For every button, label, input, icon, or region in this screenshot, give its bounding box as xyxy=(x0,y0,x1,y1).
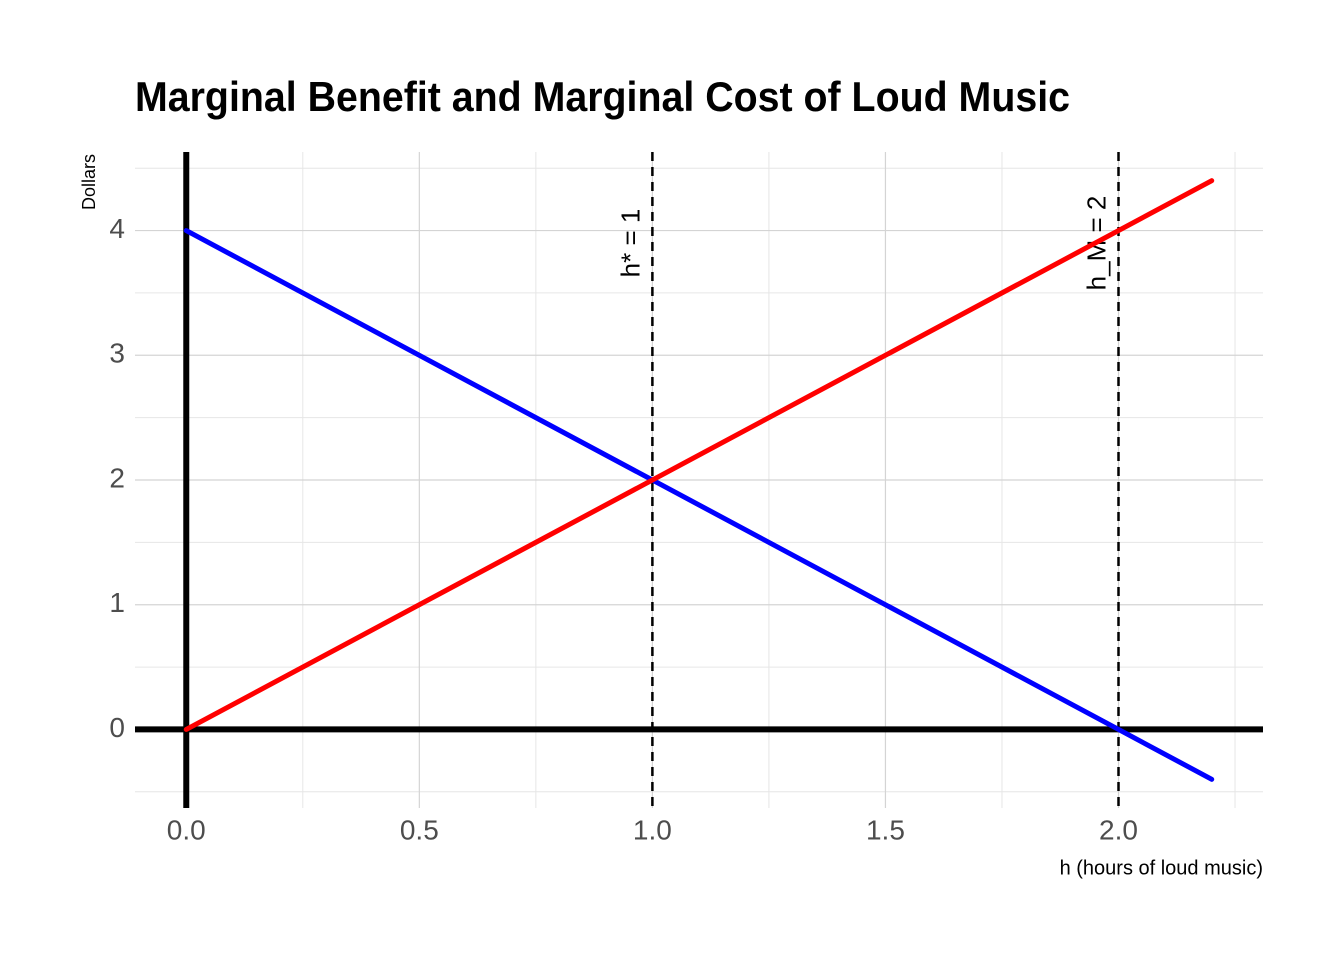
y-tick-label: 1 xyxy=(109,587,125,618)
series-line xyxy=(183,228,1215,782)
y-tick-label: 2 xyxy=(109,462,125,493)
y-tick-label: 0 xyxy=(109,712,125,743)
y-tick-label: 3 xyxy=(109,338,125,369)
x-tick-label: 1.5 xyxy=(866,814,905,845)
annotation: h* = 1 xyxy=(615,209,645,278)
x-axis-title: h (hours of loud music) xyxy=(1060,857,1263,879)
chart-title: Marginal Benefit and Marginal Cost of Lo… xyxy=(135,73,1070,120)
x-tick-label: 0.5 xyxy=(400,814,439,845)
x-tick-label: 2.0 xyxy=(1099,814,1138,845)
y-axis-title: Dollars xyxy=(79,154,99,210)
x-tick-label: 0.0 xyxy=(167,814,206,845)
series-line xyxy=(183,178,1215,732)
x-tick-label: 1.0 xyxy=(633,814,672,845)
y-tick-label: 4 xyxy=(109,213,125,244)
